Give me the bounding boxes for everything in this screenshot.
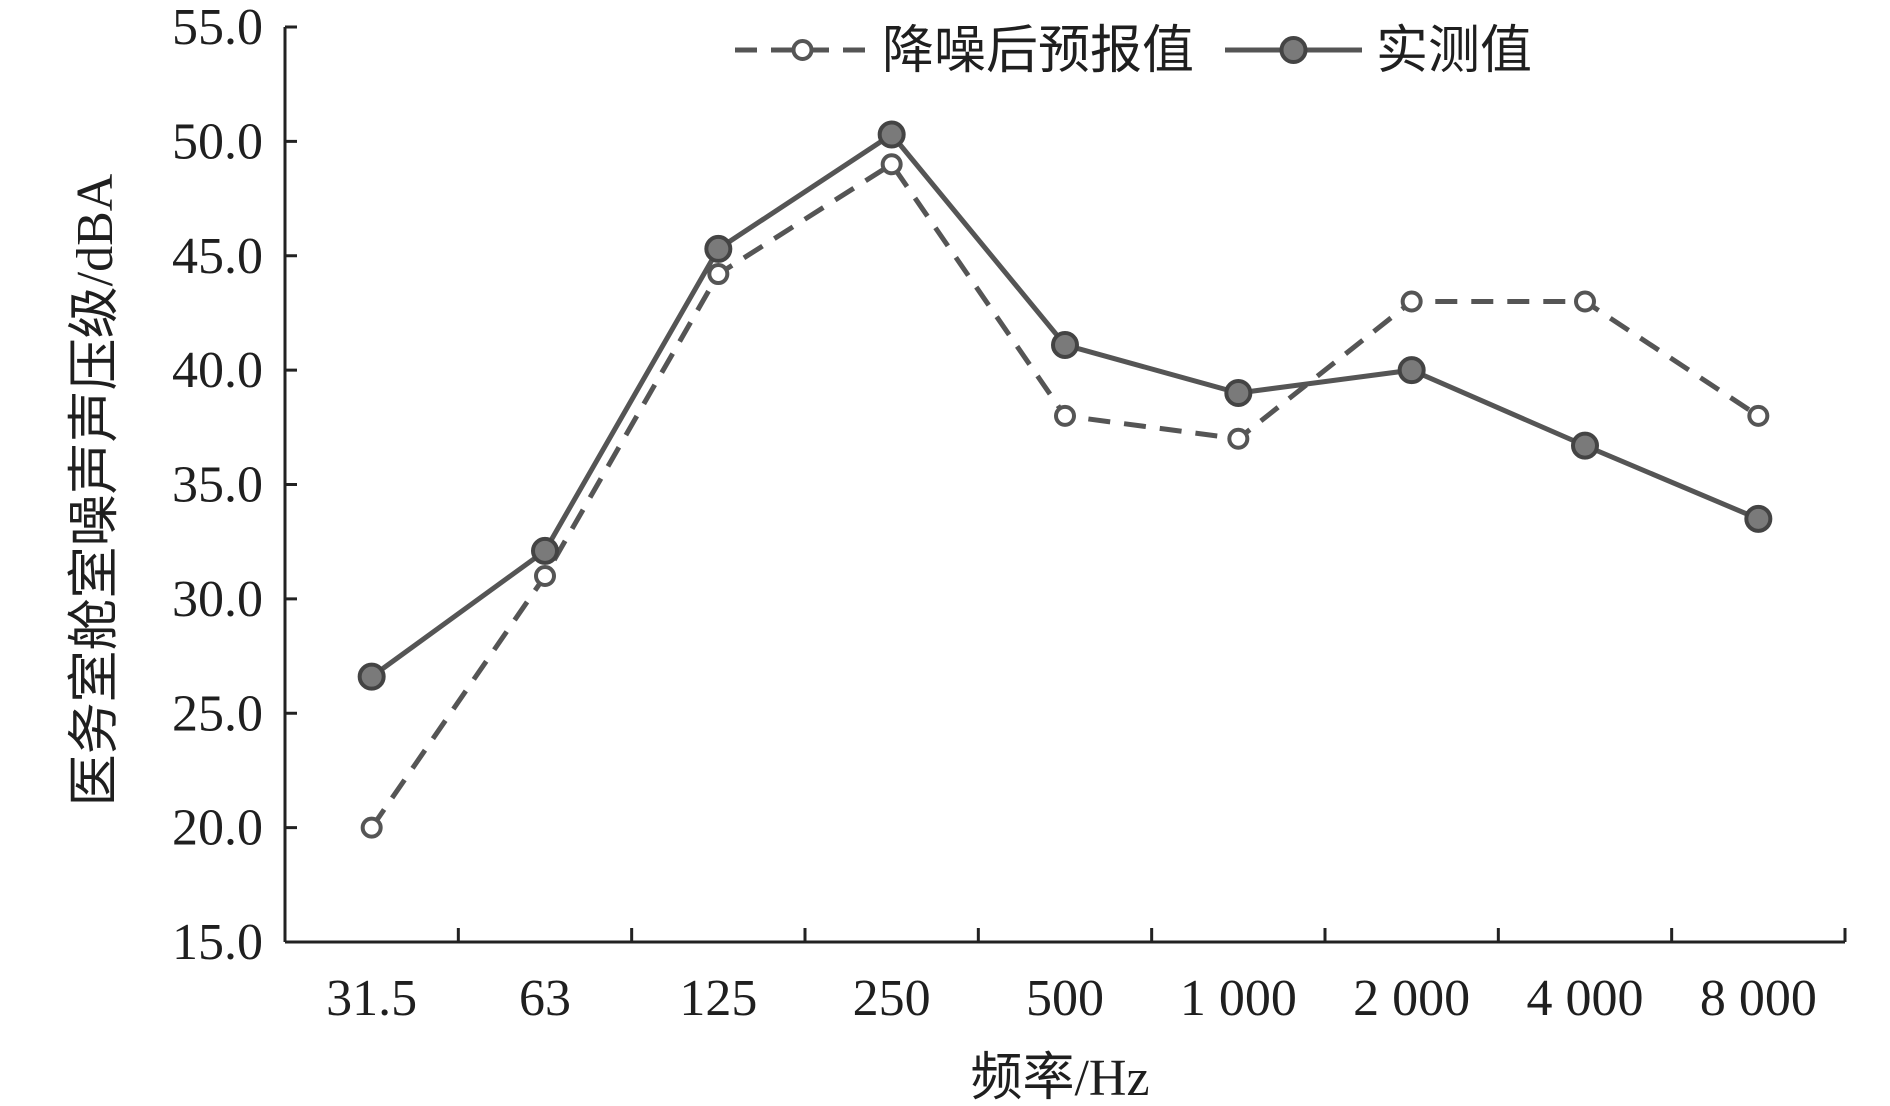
y-tick-label: 35.0	[172, 457, 263, 514]
data-point	[1744, 504, 1773, 533]
data-point	[1051, 330, 1079, 359]
legend-marker	[1279, 36, 1308, 64]
legend-item-2: 实测值	[1225, 23, 1532, 80]
y-tick-label: 20.0	[172, 800, 263, 857]
y-tick-label: 15.0	[172, 914, 263, 971]
data-point	[880, 153, 903, 176]
data-point	[534, 565, 556, 587]
y-axis-title: 医务室舱室噪声声压级/dBA	[67, 173, 124, 806]
y-tick-label: 50.0	[172, 113, 263, 170]
x-tick-label: 1 000	[1180, 970, 1297, 1027]
axes: 15.0 20.0 25.0 30.0 35.0 40.0 45.0 50.0 55.0 31.5…	[172, 0, 1847, 1027]
data-point	[1224, 379, 1253, 407]
y-tick-label: 40.0	[172, 342, 263, 399]
data-point	[360, 816, 383, 839]
legend-label: 降噪后预报值	[882, 23, 1194, 80]
data-point	[704, 234, 733, 263]
series-layer	[357, 120, 1773, 839]
data-point	[1400, 290, 1423, 313]
x-tick-label: 4 000	[1527, 970, 1644, 1027]
y-tick-label: 45.0	[172, 228, 263, 285]
y-tick-label: 55.0	[172, 0, 263, 56]
legend-label: 实测值	[1376, 23, 1532, 80]
series-1	[360, 153, 1770, 839]
x-axis-title: 频率/Hz	[970, 1050, 1149, 1106]
legend: 降噪后预报值 实测值	[735, 23, 1532, 80]
data-point	[1054, 404, 1076, 427]
x-tick-label: 8 000	[1700, 970, 1817, 1027]
data-point	[707, 263, 730, 286]
data-point	[877, 120, 906, 149]
x-tick-label: 500	[1026, 970, 1104, 1027]
legend-item-1: 降噪后预报值	[735, 23, 1194, 80]
x-tick-label: 31.5	[326, 970, 417, 1027]
data-point	[1571, 431, 1599, 460]
y-tick-label: 30.0	[172, 571, 263, 628]
x-tick-label: 125	[679, 970, 757, 1027]
series-line	[369, 161, 1760, 830]
data-point	[1227, 427, 1250, 450]
x-tick-label: 250	[853, 970, 931, 1027]
legend-marker	[791, 39, 814, 61]
data-point	[1574, 290, 1596, 313]
data-point	[357, 662, 386, 691]
series-2	[357, 120, 1773, 691]
data-point	[1747, 404, 1770, 427]
data-point	[1397, 356, 1426, 385]
x-tick-label: 2 000	[1353, 970, 1470, 1027]
y-tick-label: 25.0	[172, 685, 263, 742]
x-tick-label: 63	[519, 970, 571, 1027]
data-point	[531, 536, 559, 565]
